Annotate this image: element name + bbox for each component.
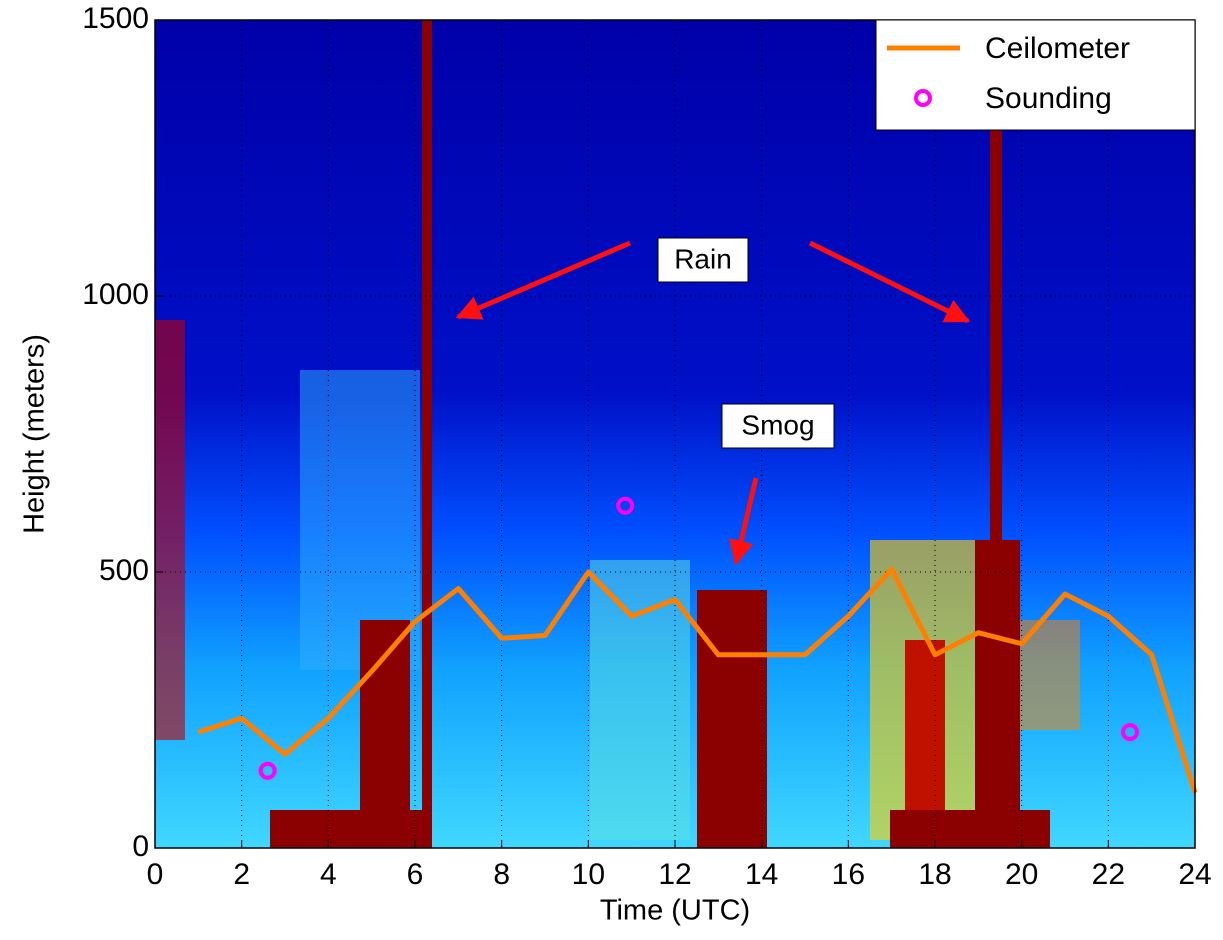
y-tick-label: 1500	[82, 2, 149, 35]
x-tick-label: 0	[147, 858, 164, 891]
x-tick-label: 22	[1092, 858, 1125, 891]
ceilometer-line	[197, 566, 1198, 794]
sounding-point	[258, 761, 277, 780]
annotations: Rain Smog	[455, 237, 971, 566]
x-tick-label: 4	[320, 858, 337, 891]
x-tick-label: 8	[493, 858, 510, 891]
x-tick-label: 14	[745, 858, 778, 891]
x-axis-label: Time (UTC)	[600, 895, 750, 927]
x-tick-label: 12	[658, 858, 691, 891]
y-tick-label: 0	[132, 830, 149, 863]
legend-label: Ceilometer	[985, 32, 1130, 65]
sounding-point	[616, 496, 635, 515]
x-tick-label: 10	[572, 858, 605, 891]
x-tick-label: 2	[233, 858, 250, 891]
y-tick-label: 500	[99, 554, 149, 587]
legend-label: Sounding	[985, 82, 1112, 115]
y-axis-label: Height (meters)	[19, 334, 51, 534]
legend-swatch	[914, 89, 932, 107]
x-tick-label: 6	[407, 858, 424, 891]
plot-frame	[154, 19, 1196, 849]
sounding-point	[1121, 723, 1139, 742]
x-tick-label: 18	[918, 858, 951, 891]
x-tick-label: 24	[1178, 858, 1211, 891]
annotation: Smog	[741, 409, 814, 440]
heatmap	[155, 20, 1195, 848]
annotation: Rain	[674, 243, 732, 274]
y-tick-label: 1000	[82, 278, 149, 311]
x-tick-label: 16	[832, 858, 865, 891]
legend: Ceilometer Sounding	[875, 19, 1196, 131]
x-tick-label: 20	[1005, 858, 1038, 891]
